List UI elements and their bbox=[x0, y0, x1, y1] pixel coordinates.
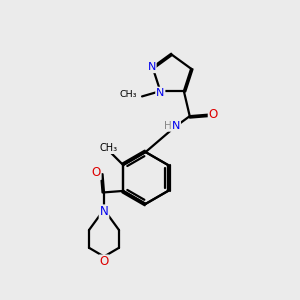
Text: O: O bbox=[92, 166, 101, 179]
Text: N: N bbox=[100, 205, 108, 218]
Text: CH₃: CH₃ bbox=[99, 143, 118, 153]
Text: O: O bbox=[99, 255, 109, 268]
Text: H: H bbox=[164, 121, 172, 131]
Text: N: N bbox=[156, 88, 164, 98]
Text: CH₃: CH₃ bbox=[119, 90, 137, 99]
Text: N: N bbox=[172, 121, 180, 131]
Text: N: N bbox=[147, 62, 156, 72]
Text: O: O bbox=[209, 108, 218, 121]
